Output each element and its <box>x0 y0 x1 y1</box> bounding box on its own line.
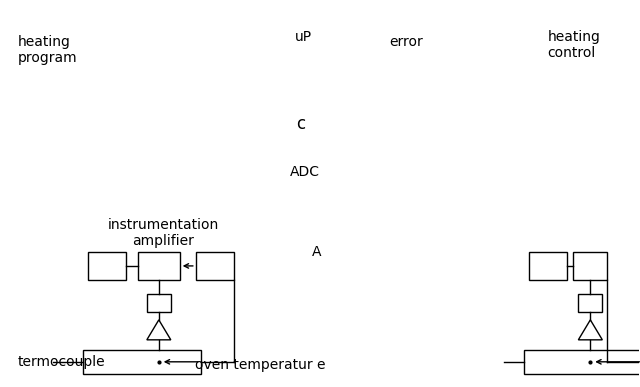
Bar <box>88 252 126 280</box>
Text: error: error <box>390 35 423 49</box>
Text: oven temperatur e: oven temperatur e <box>195 358 325 372</box>
Bar <box>573 252 607 280</box>
Bar <box>147 294 171 312</box>
Polygon shape <box>579 320 602 340</box>
Text: с: с <box>296 115 305 133</box>
Bar <box>138 252 180 280</box>
Bar <box>83 350 201 374</box>
Text: A: A <box>312 245 321 259</box>
Text: termocouple: termocouple <box>18 355 106 369</box>
Text: heating
program: heating program <box>18 35 77 65</box>
Bar <box>524 350 640 374</box>
Bar <box>579 294 602 312</box>
Bar <box>529 252 568 280</box>
Text: heating
control: heating control <box>547 30 600 60</box>
Polygon shape <box>147 320 171 340</box>
Bar <box>196 252 234 280</box>
Text: ADC: ADC <box>290 165 319 179</box>
Text: uP: uP <box>294 30 312 44</box>
Text: instrumentation
amplifier: instrumentation amplifier <box>108 218 219 248</box>
